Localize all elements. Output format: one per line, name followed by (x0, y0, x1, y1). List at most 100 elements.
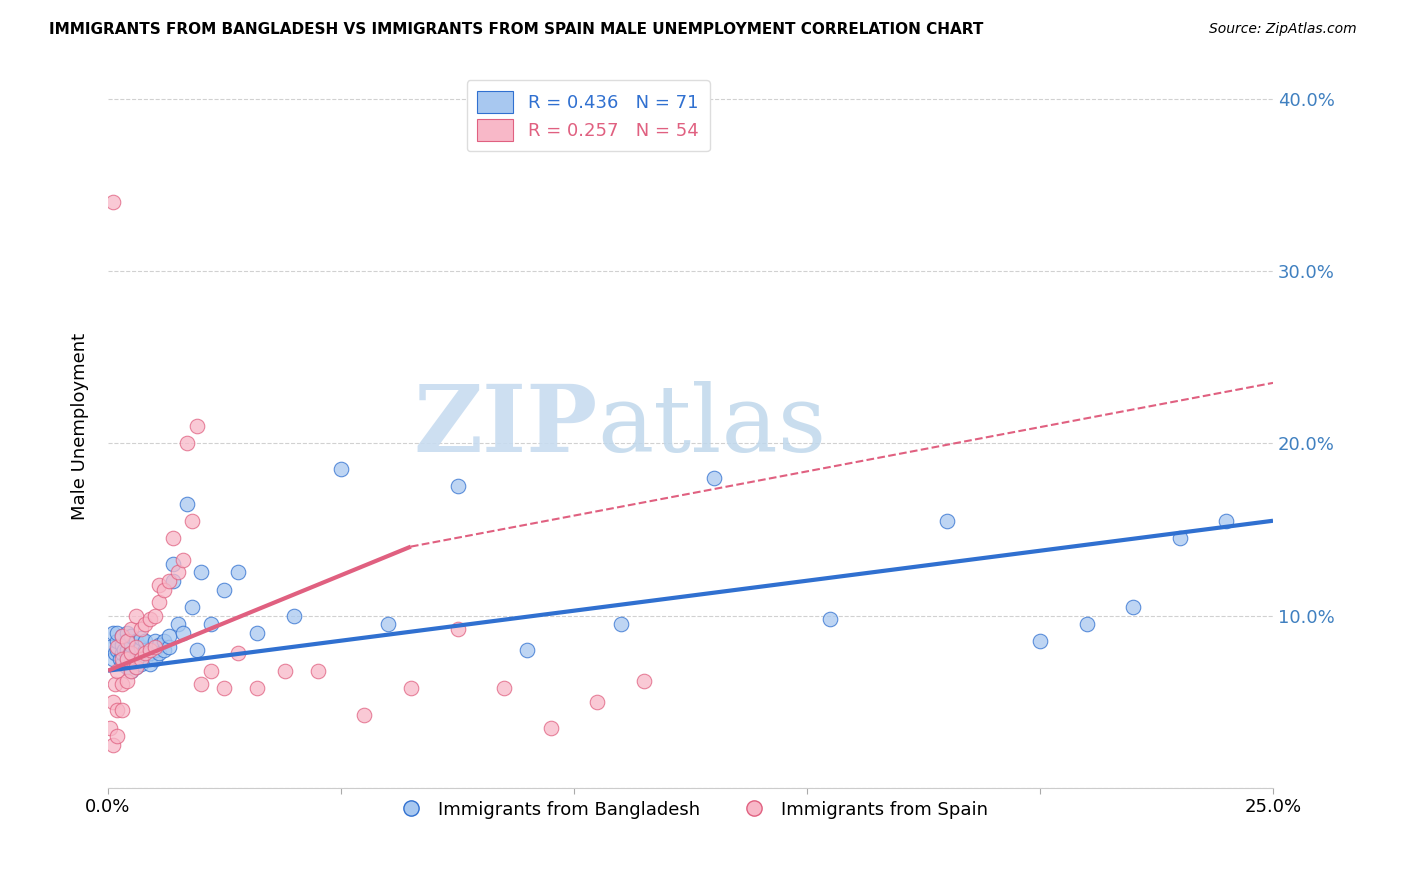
Point (153, 582, 176, 597)
Point (377, 617, 399, 632)
Point (633, 673, 655, 688)
Point (153, 634, 176, 648)
Point (246, 681, 269, 695)
Point (330, 462, 353, 476)
Point (120, 664, 142, 678)
Text: atlas: atlas (598, 381, 827, 471)
Point (115, 643, 138, 657)
Point (129, 657, 152, 671)
Point (172, 625, 194, 640)
Point (139, 647, 162, 661)
Point (105, 703, 128, 717)
Point (214, 582, 236, 597)
Point (101, 738, 124, 752)
Point (111, 638, 134, 652)
Point (120, 655, 142, 669)
Point (134, 617, 156, 632)
Point (157, 640, 180, 654)
Point (143, 608, 166, 623)
Point (101, 651, 124, 665)
Point (162, 531, 184, 545)
Point (1122, 599, 1144, 614)
Point (139, 612, 162, 626)
Point (98, 721, 121, 735)
Point (586, 695, 609, 709)
Point (180, 514, 202, 528)
Point (115, 651, 138, 665)
Point (129, 631, 152, 645)
Point (125, 651, 148, 665)
Point (167, 617, 190, 632)
Point (134, 643, 156, 657)
Point (1076, 617, 1098, 632)
Point (1215, 514, 1237, 528)
Point (148, 647, 170, 661)
Point (1168, 531, 1191, 545)
Point (120, 638, 142, 652)
Point (186, 419, 208, 434)
Point (143, 643, 166, 657)
Point (125, 660, 148, 674)
Point (274, 664, 297, 678)
Point (105, 664, 128, 678)
Point (105, 729, 128, 743)
Point (105, 634, 128, 648)
Point (129, 623, 152, 637)
Point (129, 640, 152, 654)
Legend: Immigrants from Bangladesh, Immigrants from Spain: Immigrants from Bangladesh, Immigrants f… (385, 794, 995, 826)
Point (105, 625, 128, 640)
Point (167, 566, 190, 580)
Point (120, 647, 142, 661)
Point (134, 634, 156, 648)
Point (162, 557, 184, 571)
Point (228, 647, 250, 661)
Point (176, 436, 198, 450)
Point (200, 617, 222, 632)
Point (125, 660, 148, 674)
Point (129, 651, 152, 665)
Point (143, 640, 166, 654)
Point (104, 647, 127, 661)
Point (609, 617, 631, 632)
Point (111, 651, 134, 665)
Point (162, 574, 184, 588)
Point (399, 681, 422, 695)
Point (101, 625, 124, 640)
Point (115, 634, 138, 648)
Point (105, 643, 128, 657)
Y-axis label: Male Unemployment: Male Unemployment (72, 333, 89, 519)
Point (120, 629, 142, 643)
Point (214, 681, 236, 695)
Point (111, 657, 134, 671)
Point (105, 640, 128, 654)
Point (148, 595, 170, 609)
Point (703, 470, 725, 484)
Point (283, 608, 305, 623)
Point (111, 629, 134, 643)
Point (120, 647, 142, 661)
Point (101, 194, 124, 209)
Point (115, 625, 138, 640)
Point (101, 695, 124, 709)
Point (112, 643, 135, 657)
Point (157, 629, 180, 643)
Point (120, 664, 142, 678)
Point (143, 651, 166, 665)
Point (134, 651, 156, 665)
Point (157, 574, 180, 588)
Point (98, 640, 121, 654)
Point (307, 664, 329, 678)
Text: IMMIGRANTS FROM BANGLADESH VS IMMIGRANTS FROM SPAIN MALE UNEMPLOYMENT CORRELATIO: IMMIGRANTS FROM BANGLADESH VS IMMIGRANTS… (49, 22, 984, 37)
Point (540, 721, 562, 735)
Point (246, 625, 269, 640)
Point (115, 634, 138, 648)
Point (148, 638, 170, 652)
Point (139, 643, 162, 657)
Point (176, 496, 198, 510)
Point (115, 660, 138, 674)
Point (125, 608, 148, 623)
Point (353, 708, 375, 723)
Point (120, 623, 142, 637)
Point (129, 648, 152, 662)
Point (446, 623, 468, 637)
